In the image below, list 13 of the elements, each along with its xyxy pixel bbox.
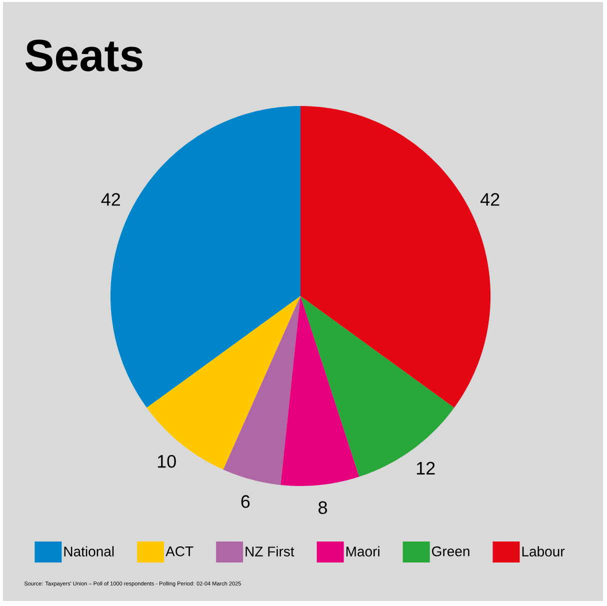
data-label: 8 [318, 501, 327, 514]
chart-title: Seats [25, 40, 142, 72]
legend-label: Labour [522, 546, 565, 556]
legend-label: Green [432, 546, 470, 556]
data-label: 10 [158, 455, 176, 468]
legend-label: Maori [346, 546, 380, 556]
legend-label: National [64, 546, 114, 556]
legend-label: ACT [166, 546, 194, 556]
data-label: 42 [480, 193, 500, 206]
data-label: 6 [241, 495, 250, 508]
legend-label: NZ First [246, 546, 294, 556]
data-label: 12 [416, 462, 435, 474]
data-label: 42 [101, 193, 120, 206]
